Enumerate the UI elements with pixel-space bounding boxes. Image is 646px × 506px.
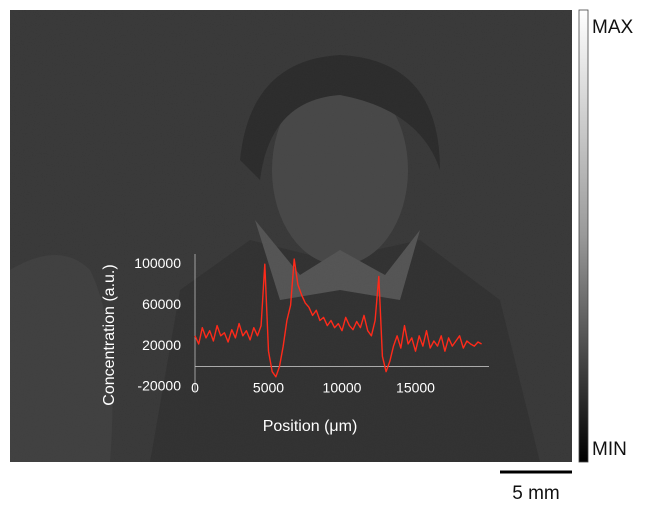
y-tick-label: -20000	[137, 378, 181, 394]
figure: MAX MIN 5 mm Position (μm) Concentration…	[0, 0, 646, 506]
y-tick-label: 60000	[142, 296, 181, 312]
page: {"chart_data": {"type": "line", "x_label…	[0, 0, 646, 506]
x-tick-label: 10000	[323, 380, 362, 396]
y-tick-label: 100000	[134, 255, 181, 271]
x-axis-label: Position (μm)	[263, 418, 358, 435]
colorbar	[579, 10, 588, 462]
y-axis-label: Concentration (a.u.)	[101, 264, 118, 405]
xrf-map	[10, 10, 572, 462]
scale-bar-label: 5 mm	[512, 483, 560, 504]
x-tick-label: 5000	[253, 380, 284, 396]
x-tick-label: 0	[191, 380, 199, 396]
y-tick-label: 20000	[142, 337, 181, 353]
x-tick-label: 15000	[396, 380, 435, 396]
colorbar-min-label: MIN	[592, 439, 627, 460]
colorbar-max-label: MAX	[592, 17, 634, 38]
